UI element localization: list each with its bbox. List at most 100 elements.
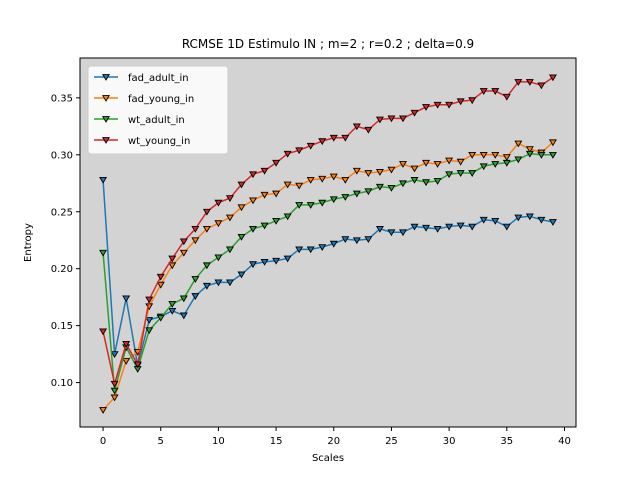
legend-item: fad_adult_in <box>94 73 189 84</box>
legend-label: fad_adult_in <box>128 73 189 84</box>
data-point <box>502 154 511 162</box>
data-point <box>479 163 488 171</box>
data-point <box>502 223 511 231</box>
data-point <box>491 88 500 95</box>
data-point <box>537 151 546 159</box>
data-point <box>456 170 465 177</box>
data-point <box>502 159 511 167</box>
series-line <box>102 141 554 411</box>
y-axis: 0.10 0.15 0.20 0.25 0.30 0.35 <box>51 93 80 389</box>
data-point <box>156 281 165 289</box>
data-point <box>445 157 454 165</box>
data-point <box>110 380 119 388</box>
data-point <box>479 88 488 95</box>
legend-label: wt_adult_in <box>128 115 185 126</box>
data-point <box>468 151 477 159</box>
data-point <box>272 159 281 167</box>
data-point <box>283 181 292 189</box>
data-point <box>260 191 269 199</box>
data-point <box>514 156 523 164</box>
data-point <box>433 161 442 168</box>
data-point <box>364 126 373 134</box>
x-axis-label: Scales <box>312 453 344 464</box>
data-point <box>422 104 431 111</box>
data-point <box>525 213 534 221</box>
series-wt_adult_in <box>99 150 557 395</box>
data-point <box>295 147 304 155</box>
legend-box <box>87 65 229 155</box>
series-line <box>102 152 553 392</box>
data-point <box>168 255 177 263</box>
legend: fad_adult_in fad_young_in wt_adult_in wt_yo… <box>87 65 229 155</box>
legend-marker <box>102 95 110 102</box>
data-point <box>249 261 258 269</box>
x-tick-label: 30 <box>443 436 456 447</box>
data-point <box>468 97 477 105</box>
series-fad_adult_in <box>99 177 557 370</box>
data-point <box>122 295 131 303</box>
data-point <box>249 197 258 205</box>
data-point <box>364 170 373 177</box>
data-point <box>341 194 350 201</box>
data-point <box>398 161 407 168</box>
data-point <box>468 223 477 231</box>
data-point <box>179 238 188 246</box>
data-point <box>329 173 338 181</box>
data-point <box>398 115 407 123</box>
data-point <box>168 301 177 308</box>
data-point <box>214 220 223 228</box>
data-point <box>168 262 177 270</box>
data-point <box>295 182 304 190</box>
x-tick-label: 10 <box>212 436 225 447</box>
data-point <box>422 179 431 187</box>
data-point <box>168 307 177 315</box>
series-layer <box>99 74 557 414</box>
series-wt_young_in <box>99 74 557 388</box>
data-point <box>445 223 454 231</box>
x-tick-label: 25 <box>385 436 398 447</box>
data-point <box>341 177 350 184</box>
data-point <box>318 244 327 251</box>
y-axis-label: Entropy <box>23 223 34 262</box>
plot-frame <box>79 57 577 428</box>
y-tick-label: 0.15 <box>51 321 73 332</box>
data-point <box>295 202 304 209</box>
series-line <box>102 76 554 385</box>
data-point <box>145 296 154 304</box>
legend-item: fad_young_in <box>94 94 194 105</box>
legend-item: wt_young_in <box>94 136 190 147</box>
y-tick-label: 0.10 <box>51 378 73 389</box>
data-point <box>237 181 246 189</box>
data-point <box>491 151 500 159</box>
data-point <box>318 175 327 183</box>
data-point <box>525 146 534 154</box>
data-point <box>214 254 223 262</box>
data-point <box>306 177 315 184</box>
data-point <box>99 407 108 414</box>
data-point <box>283 150 292 158</box>
data-point <box>352 167 361 175</box>
data-point <box>272 190 281 198</box>
data-point <box>502 93 511 101</box>
data-point <box>225 279 234 287</box>
data-point <box>318 138 327 146</box>
data-point <box>318 199 327 207</box>
data-point <box>306 202 315 209</box>
data-point <box>387 184 396 192</box>
data-point <box>283 213 292 221</box>
data-point <box>352 237 361 245</box>
data-point <box>364 236 373 244</box>
data-point <box>260 222 269 230</box>
data-point <box>202 282 211 290</box>
data-point <box>179 312 188 320</box>
data-point <box>364 188 373 196</box>
data-point <box>433 225 442 233</box>
legend-label: fad_young_in <box>128 94 194 105</box>
data-point <box>398 180 407 188</box>
data-point <box>237 233 246 241</box>
data-point <box>548 151 557 159</box>
data-point <box>445 101 454 109</box>
data-point <box>352 190 361 198</box>
data-point <box>514 214 523 222</box>
y-tick-label: 0.20 <box>51 264 73 275</box>
